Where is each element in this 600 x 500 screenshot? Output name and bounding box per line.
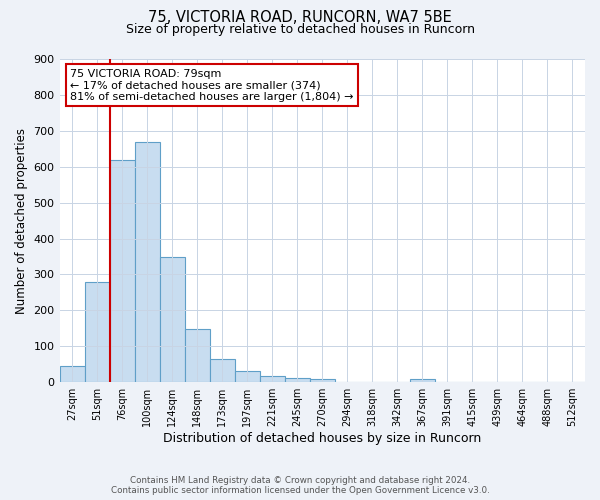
Bar: [110, 160, 134, 382]
Bar: [85, 282, 110, 382]
Bar: [260, 376, 285, 382]
Text: 75, VICTORIA ROAD, RUNCORN, WA7 5BE: 75, VICTORIA ROAD, RUNCORN, WA7 5BE: [148, 10, 452, 25]
Bar: [59, 366, 85, 382]
Text: Contains HM Land Registry data © Crown copyright and database right 2024.
Contai: Contains HM Land Registry data © Crown c…: [110, 476, 490, 495]
Y-axis label: Number of detached properties: Number of detached properties: [15, 128, 28, 314]
Text: 75 VICTORIA ROAD: 79sqm
← 17% of detached houses are smaller (374)
81% of semi-d: 75 VICTORIA ROAD: 79sqm ← 17% of detache…: [70, 68, 353, 102]
Bar: [310, 379, 335, 382]
Bar: [185, 329, 209, 382]
Bar: [235, 370, 260, 382]
Bar: [160, 257, 185, 382]
Text: Size of property relative to detached houses in Runcorn: Size of property relative to detached ho…: [125, 22, 475, 36]
X-axis label: Distribution of detached houses by size in Runcorn: Distribution of detached houses by size …: [163, 432, 481, 445]
Bar: [410, 379, 435, 382]
Bar: [134, 142, 160, 382]
Bar: [209, 359, 235, 382]
Bar: [285, 378, 310, 382]
